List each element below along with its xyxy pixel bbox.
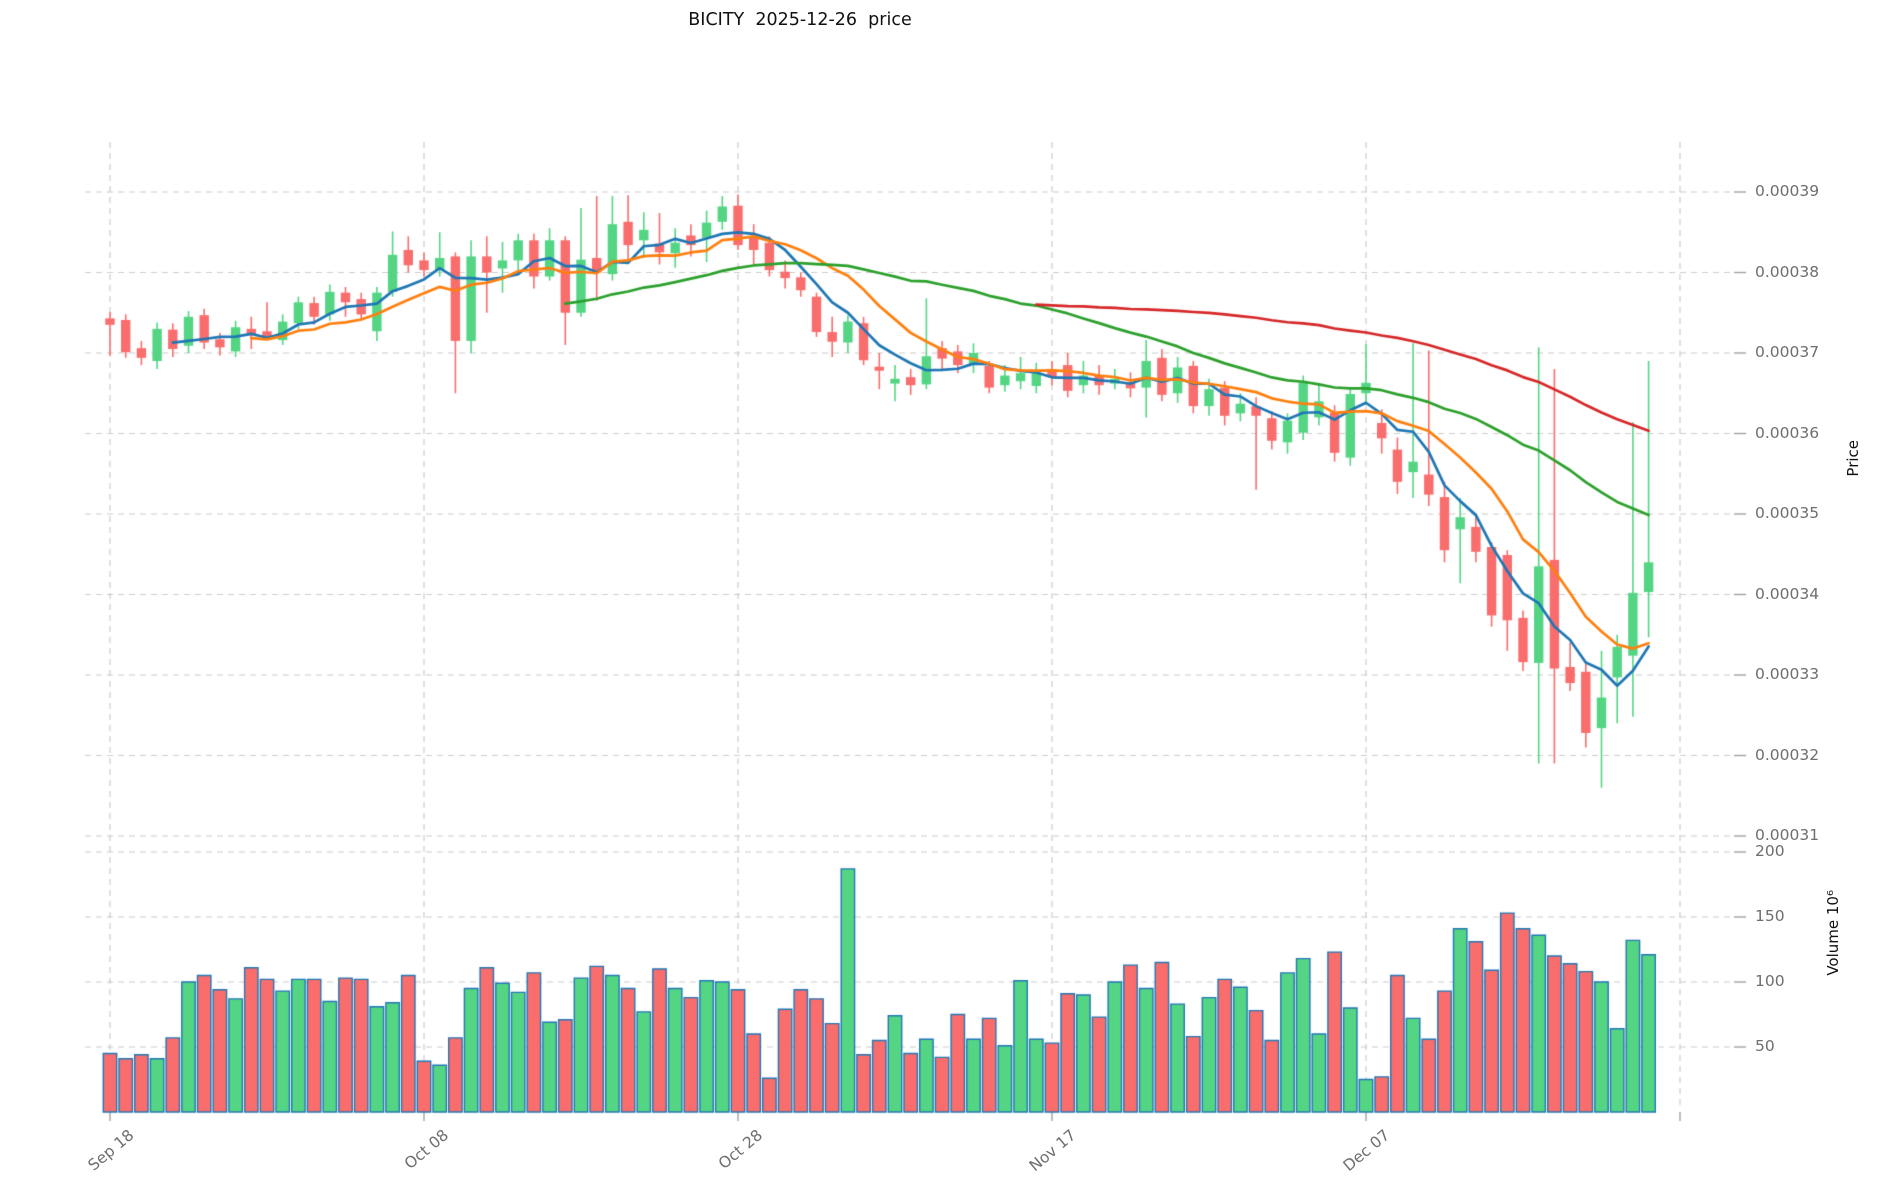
volume-tick-label: 150 — [1755, 907, 1785, 925]
price-tick-label: 0.00036 — [1755, 423, 1820, 442]
price-tick-label: 0.00032 — [1755, 745, 1820, 764]
volume-tick-label: 100 — [1755, 972, 1785, 990]
price-tick-label: 0.00037 — [1755, 343, 1820, 361]
price-tick-label: 0.00039 — [1755, 182, 1820, 200]
price-tick-label: 0.00034 — [1755, 584, 1820, 603]
volume-tick-label: 200 — [1755, 842, 1785, 860]
price-tick-label: 0.00035 — [1755, 504, 1820, 522]
price-tick-label: 0.00031 — [1755, 826, 1820, 844]
price-axis-label: Price — [1844, 440, 1862, 477]
volume-axis-label: Volume 10⁶ — [1824, 890, 1842, 976]
price-tick-label: 0.00038 — [1755, 262, 1820, 281]
volume-tick-label: 50 — [1755, 1037, 1775, 1055]
price-tick-label: 0.00033 — [1755, 665, 1820, 683]
